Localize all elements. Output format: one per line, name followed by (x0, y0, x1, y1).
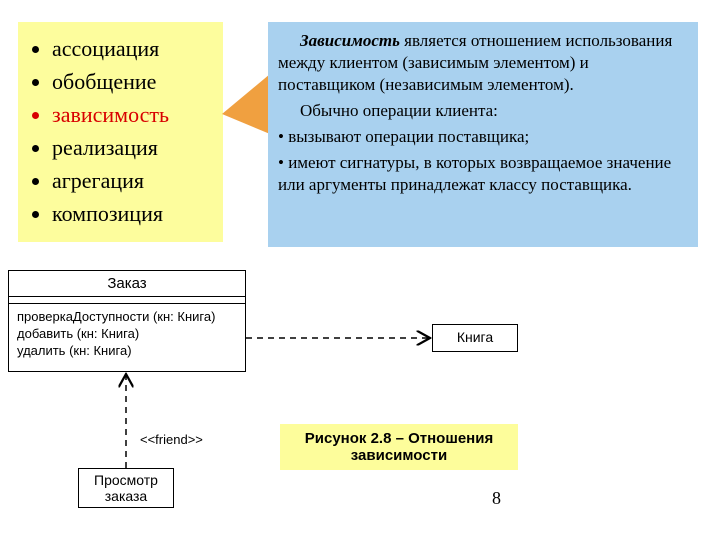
keyword: Зависимость (300, 31, 400, 50)
description-bullet1: • вызывают операции поставщика; (278, 126, 688, 148)
pointer-arrow-icon (222, 74, 270, 134)
bullet-item: обобщение (52, 65, 215, 98)
bullet-item: агрегация (52, 164, 215, 197)
description-bullet2: • имеют сигнатуры, в которых возвращаемо… (278, 152, 688, 196)
bullet-item-active: зависимость (52, 98, 215, 131)
description-para2: Обычно операции клиента: (278, 100, 688, 122)
caption-line2: зависимости (351, 447, 447, 464)
uml-dependency-lines (0, 270, 720, 540)
uml-diagram: Заказ проверкаДоступности (кн: Книга) до… (0, 270, 720, 540)
bullet-item: реализация (52, 131, 215, 164)
page-number: 8 (492, 488, 501, 509)
bullet-item: композиция (52, 197, 215, 230)
description-panel: Зависимость является отношением использо… (268, 22, 698, 247)
description-para1: Зависимость является отношением использо… (278, 30, 688, 96)
bullet-list: ассоциация обобщение зависимость реализа… (26, 32, 215, 230)
bullet-item: ассоциация (52, 32, 215, 65)
figure-caption: Рисунок 2.8 – Отношения зависимости (280, 424, 518, 470)
relationship-types-list: ассоциация обобщение зависимость реализа… (18, 22, 223, 242)
caption-line1: Рисунок 2.8 – Отношения (305, 430, 493, 447)
